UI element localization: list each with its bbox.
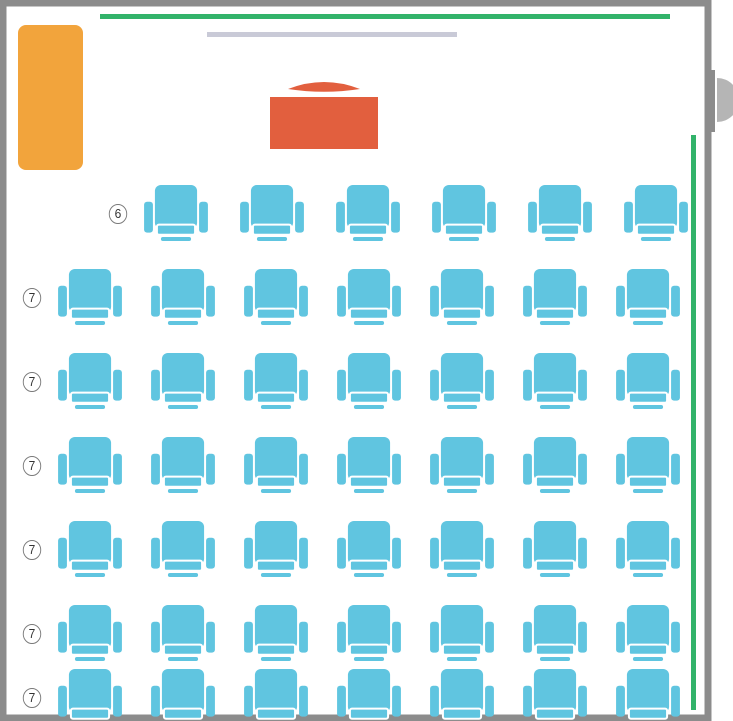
row-count-label: 7	[23, 456, 41, 476]
row-count-label: 7	[23, 688, 41, 708]
row-count-label: 7	[23, 540, 41, 560]
row-count-label: 6	[109, 204, 127, 224]
row-count-label: 7	[23, 372, 41, 392]
row-count-label: 7	[23, 288, 41, 308]
floor-plan-svg	[0, 0, 733, 721]
seating-floor-plan: 6 7 7 7 7 7 7	[0, 0, 733, 721]
row-count-label: 7	[23, 624, 41, 644]
podium	[18, 25, 83, 170]
lectern-desk	[270, 97, 378, 149]
projector-mount	[706, 70, 715, 132]
projector-icon	[717, 78, 733, 122]
whiteboard-top	[100, 14, 670, 19]
screen-top	[207, 32, 457, 37]
whiteboard-right	[691, 135, 696, 710]
